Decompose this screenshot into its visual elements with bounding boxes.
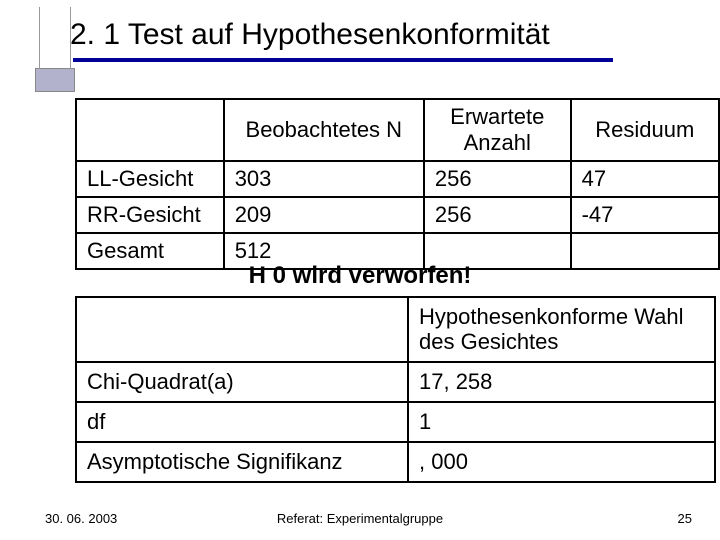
cell-label: df xyxy=(76,402,408,442)
title-deco-box xyxy=(35,68,75,92)
table-row: df 1 xyxy=(76,402,715,442)
title-wrap: 2. 1 Test auf Hypothesenkonformität xyxy=(70,18,550,52)
cell-residual: -47 xyxy=(571,197,719,233)
table-row: Asymptotische Signifikanz , 000 xyxy=(76,442,715,482)
slide-title: 2. 1 Test auf Hypothesenkonformität xyxy=(70,18,550,52)
observed-table: Beobachtetes N Erwartete Anzahl Residuum… xyxy=(75,98,720,270)
table-row: RR-Gesicht 209 256 -47 xyxy=(76,197,719,233)
cell-label: Asymptotische Signifikanz xyxy=(76,442,408,482)
table-row: LL-Gesicht 303 256 47 xyxy=(76,161,719,197)
h0-rejected-text: H 0 wird verworfen! xyxy=(0,262,720,290)
cell-residual: 47 xyxy=(571,161,719,197)
obs-h2: Erwartete Anzahl xyxy=(424,99,571,161)
chi-h1: Hypothesenkonforme Wahl des Gesichtes xyxy=(408,297,715,362)
chi-h0 xyxy=(76,297,408,362)
cell-observed: 209 xyxy=(224,197,424,233)
cell-value: 1 xyxy=(408,402,715,442)
cell-label: LL-Gesicht xyxy=(76,161,224,197)
cell-observed: 303 xyxy=(224,161,424,197)
title-underline xyxy=(73,58,613,62)
cell-value: , 000 xyxy=(408,442,715,482)
table-row: Chi-Quadrat(a) 17, 258 xyxy=(76,362,715,402)
footer-page: 25 xyxy=(678,511,692,526)
cell-expected: 256 xyxy=(424,197,571,233)
cell-label: Chi-Quadrat(a) xyxy=(76,362,408,402)
obs-h3: Residuum xyxy=(571,99,719,161)
cell-expected: 256 xyxy=(424,161,571,197)
cell-label: RR-Gesicht xyxy=(76,197,224,233)
obs-h1: Beobachtetes N xyxy=(224,99,424,161)
cell-value: 17, 258 xyxy=(408,362,715,402)
obs-h0 xyxy=(76,99,224,161)
footer-center: Referat: Experimentalgruppe xyxy=(0,511,720,526)
chi-square-table: Hypothesenkonforme Wahl des Gesichtes Ch… xyxy=(75,296,716,483)
